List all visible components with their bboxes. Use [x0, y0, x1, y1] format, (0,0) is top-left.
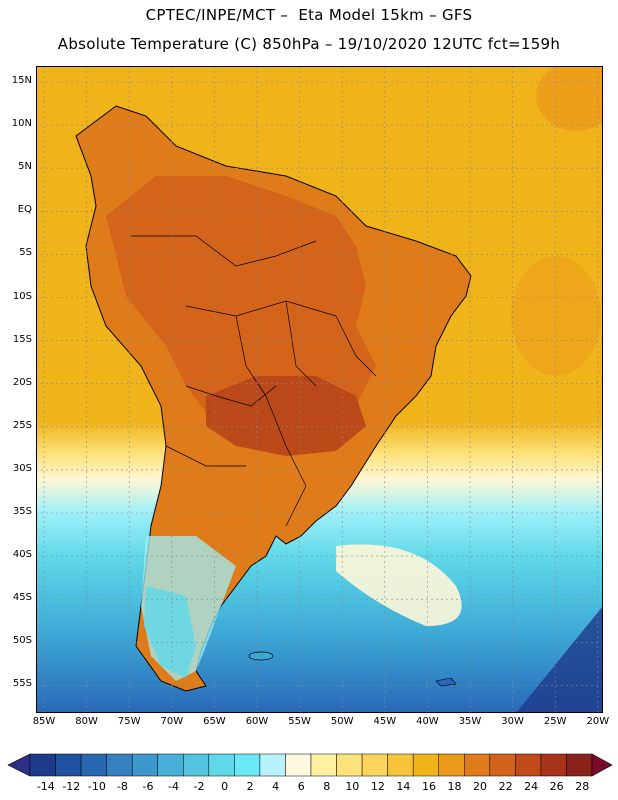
- colorbar-swatch: [438, 753, 465, 777]
- chart-title-line-2: Absolute Temperature (C) 850hPa – 19/10/…: [57, 35, 561, 53]
- colorbar-tick-label: 10: [345, 780, 360, 793]
- longitude-label: 80W: [75, 716, 98, 727]
- colorbar-swatch: [29, 753, 56, 777]
- colorbar-tick-label: 20: [473, 780, 488, 793]
- colorbar-swatch: [489, 753, 516, 777]
- latitude-label: 55S: [12, 678, 32, 690]
- latitude-label: EQ: [17, 204, 32, 216]
- longitude-label: 70W: [160, 716, 184, 727]
- longitude-label: 85W: [32, 716, 56, 727]
- colorbar-swatch: [106, 753, 133, 777]
- latitude-label: 10N: [11, 118, 32, 130]
- colorbar-tick-label: 26: [549, 780, 564, 793]
- colorbar-swatch: [259, 753, 286, 777]
- latitude-label: 40S: [12, 549, 32, 561]
- latitude-label: 5N: [18, 161, 32, 173]
- colorbar-tick-label: -8: [116, 780, 128, 793]
- colorbar-swatch: [157, 753, 184, 777]
- colorbar-tick-label: 12: [370, 780, 385, 793]
- colorbar-tick-label: 8: [323, 780, 331, 793]
- longitude-label: 45W: [373, 716, 397, 727]
- latitude-label: 50S: [12, 635, 32, 647]
- latitude-label: 45S: [12, 592, 32, 604]
- latitude-label: 30S: [12, 462, 32, 474]
- longitude-label: 60W: [245, 716, 269, 727]
- temperature-map: [36, 66, 603, 713]
- latitude-label: 5S: [19, 247, 32, 259]
- longitude-label: 30W: [501, 716, 524, 727]
- latitude-label: 15S: [12, 333, 32, 345]
- colorbar-swatch: [412, 753, 439, 777]
- colorbar-low-arrow: [7, 753, 31, 777]
- colorbar-swatch: [131, 753, 158, 777]
- colorbar-tick-label: -12: [62, 780, 81, 793]
- colorbar-swatch: [208, 753, 235, 777]
- colorbar-tick-label: -6: [142, 780, 154, 793]
- longitude-label: 35W: [458, 716, 482, 727]
- falkland-islands: [248, 651, 274, 661]
- colorbar-swatch: [336, 753, 363, 777]
- colorbar-swatch: [464, 753, 491, 777]
- colorbar-tick-label: 16: [421, 780, 436, 793]
- hottest-core: [206, 376, 366, 456]
- colorbar-tick-label: 14: [396, 780, 411, 793]
- colorbar-swatch: [285, 753, 312, 777]
- colorbar-tick-label: -2: [193, 780, 205, 793]
- map-border: [36, 66, 603, 713]
- colorbar-tick-label: 28: [575, 780, 590, 793]
- colorbar-tick-label: -14: [36, 780, 55, 793]
- colorbar: [7, 753, 613, 777]
- south-georgia: [435, 677, 457, 687]
- longitude-label: 50W: [330, 716, 354, 727]
- colorbar-swatch: [80, 753, 107, 777]
- colorbar-swatch: [361, 753, 388, 777]
- colorbar-swatch: [387, 753, 414, 777]
- latitude-label: 35S: [12, 506, 32, 517]
- latitude-label: 10S: [12, 290, 32, 302]
- colorbar-tick-label: 24: [524, 780, 539, 793]
- colorbar-tick-label: 6: [297, 780, 305, 793]
- longitude-label: 20W: [586, 716, 610, 727]
- longitude-label: 75W: [117, 716, 141, 727]
- warm-sea-east: [511, 256, 601, 376]
- political-borders: [131, 235, 377, 527]
- colorbar-tick-label: 22: [498, 780, 513, 793]
- colorbar-swatch: [515, 753, 542, 777]
- colorbar-tick-label: 2: [246, 780, 254, 793]
- latitude-label: 25S: [12, 419, 32, 431]
- colorbar-high-arrow: [591, 753, 613, 777]
- latitude-label: 15N: [11, 75, 32, 86]
- colorbar-swatch: [183, 753, 210, 777]
- longitude-label: 40W: [416, 716, 439, 727]
- longitude-label: 55W: [288, 716, 311, 727]
- colorbar-swatch: [310, 753, 337, 777]
- colorbar-swatch: [234, 753, 261, 777]
- colorbar-tick-label: 4: [272, 780, 280, 793]
- colorbar-tick-label: -4: [168, 780, 179, 793]
- longitude-label: 25W: [543, 716, 567, 727]
- southern-andes-cyan: [144, 586, 196, 678]
- colorbar-swatch: [566, 753, 593, 777]
- cold-pool-southeast: [516, 606, 603, 713]
- longitude-label: 65W: [203, 716, 226, 727]
- pale-tongue: [336, 544, 462, 626]
- colorbar-tick-label: 18: [447, 780, 462, 793]
- latitude-label: 20S: [12, 376, 32, 388]
- colorbar-tick-label: 0: [221, 780, 229, 793]
- chart-title-line-1: CPTEC/INPE/MCT – Eta Model 15km – GFS: [145, 6, 473, 24]
- colorbar-swatch: [55, 753, 82, 777]
- colorbar-tick-label: -10: [87, 780, 106, 793]
- colorbar-swatch: [540, 753, 567, 777]
